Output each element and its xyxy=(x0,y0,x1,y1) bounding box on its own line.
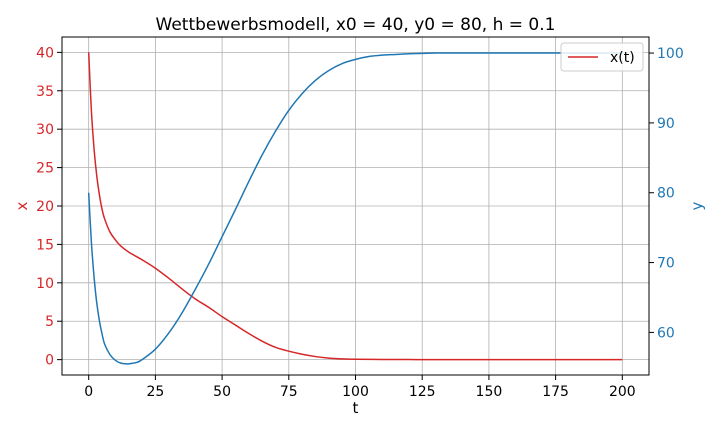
x-axis-label: t xyxy=(353,399,359,417)
y-left-tick-label: 15 xyxy=(36,237,54,253)
y-right-axis-label: y xyxy=(688,201,706,210)
x-tick-label: 200 xyxy=(609,384,636,400)
legend-label-x: x(t) xyxy=(610,50,635,66)
y-left-tick-label: 35 xyxy=(36,84,54,100)
chart-title: Wettbewerbsmodell, x0 = 40, y0 = 80, h =… xyxy=(156,15,556,35)
legend: x(t) xyxy=(560,42,644,72)
x-tick-label: 25 xyxy=(146,384,164,400)
y-left-tick-label: 25 xyxy=(36,161,54,177)
y-left-tick-label: 0 xyxy=(45,353,54,369)
x-tick-label: 75 xyxy=(280,384,298,400)
y-left-tick-label: 40 xyxy=(36,45,54,61)
y-left-tick-label: 20 xyxy=(36,199,54,215)
y-right-tick-label: 100 xyxy=(657,46,684,62)
y-right-tick-label: 70 xyxy=(657,256,675,272)
y-left-tick-label: 5 xyxy=(45,314,54,330)
y-left-axis-label: x xyxy=(13,201,31,210)
x-tick-label: 100 xyxy=(342,384,369,400)
series-line-x xyxy=(87,52,623,361)
x-tick-label: 175 xyxy=(542,384,569,400)
y-right-tick-label: 80 xyxy=(657,186,675,202)
y-right-tick-label: 90 xyxy=(657,116,675,132)
series-layer xyxy=(87,52,623,365)
x-tick-label: 125 xyxy=(409,384,436,400)
x-tick-label: 0 xyxy=(84,384,93,400)
series-line-y xyxy=(87,52,623,365)
x-tick-label: 150 xyxy=(476,384,503,400)
x-tick-label: 50 xyxy=(213,384,231,400)
y-left-tick-label: 10 xyxy=(36,276,54,292)
y-left-tick-label: 30 xyxy=(36,122,54,138)
legend-box xyxy=(560,42,644,72)
y-right-tick-label: 60 xyxy=(657,325,675,341)
axes: 0 25 50 75 100 125 150 175 200 0 5 10 15 20 25 30 35 40 60… xyxy=(36,37,684,400)
